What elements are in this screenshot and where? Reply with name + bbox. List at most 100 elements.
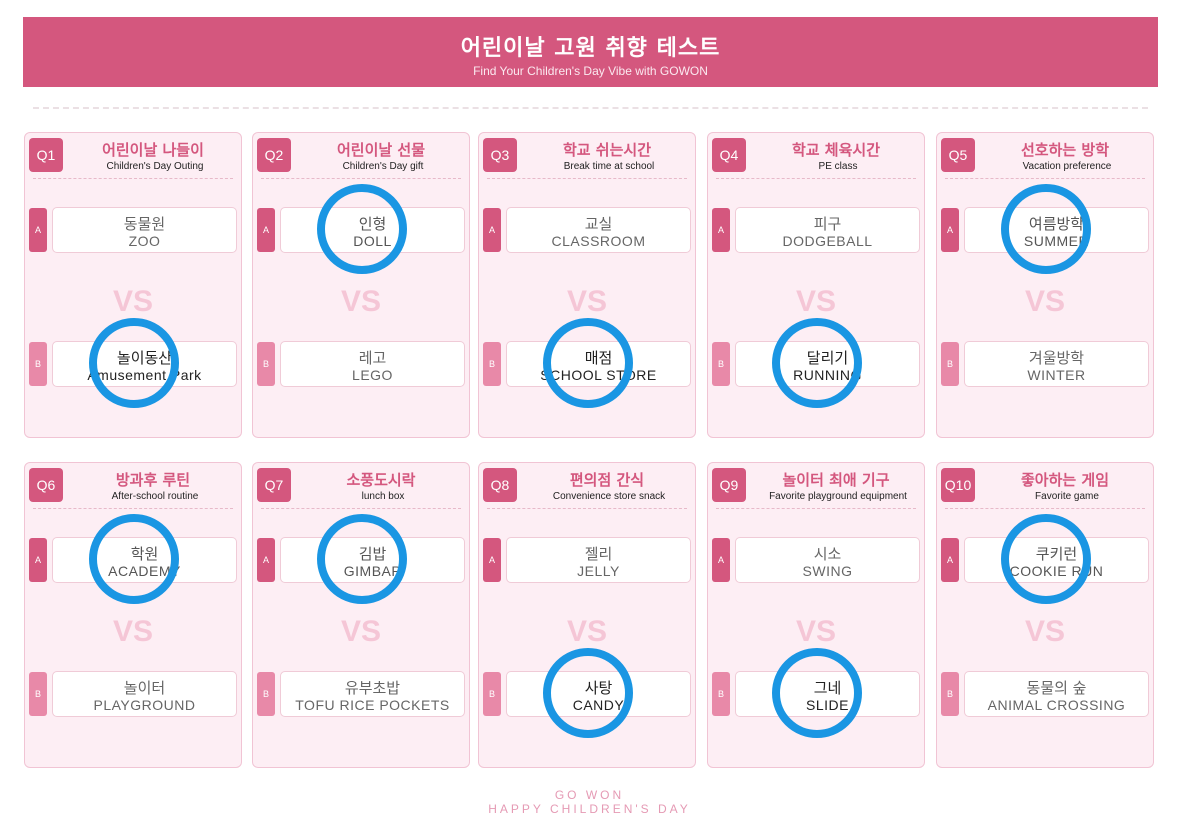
question-subtitle: After-school routine xyxy=(111,491,199,502)
question-subtitle: Vacation preference xyxy=(1022,161,1112,172)
footer-greeting: HAPPY CHILDREN'S DAY xyxy=(488,802,691,816)
option-a-button[interactable]: 시소 SWING xyxy=(735,537,920,583)
question-title: 방과후 루틴 xyxy=(115,471,191,489)
option-b-tab: B xyxy=(941,672,959,716)
option-b-tab: B xyxy=(257,672,275,716)
question-title: 어린이날 나들이 xyxy=(102,141,204,159)
option-a-tab: A xyxy=(712,538,730,582)
question-title: 선호하는 방학 xyxy=(1020,141,1110,159)
option-a-tab: A xyxy=(483,208,501,252)
question-card: Q9 놀이터 최애 기구 Favorite playground equipment… xyxy=(707,462,925,768)
vs-label: VS xyxy=(1024,615,1066,648)
option-a-english: ZOO xyxy=(128,233,161,249)
option-a-button[interactable]: 교실 CLASSROOM xyxy=(506,207,691,253)
option-b-button[interactable]: 레고 LEGO xyxy=(280,341,465,387)
question-title: 좋아하는 게임 xyxy=(1020,471,1110,489)
question-number: Q2 xyxy=(257,138,291,172)
option-a-tab: A xyxy=(29,208,47,252)
option-b-tab: B xyxy=(483,672,501,716)
question-subtitle: Break time at school xyxy=(563,161,655,172)
option-b-tab: B xyxy=(712,672,730,716)
question-number: Q8 xyxy=(483,468,517,502)
selection-circle xyxy=(1001,184,1091,274)
option-b-english: ANIMAL CROSSING xyxy=(987,697,1126,713)
card-divider xyxy=(716,508,916,509)
question-number: Q7 xyxy=(257,468,291,502)
question-subtitle: Children's Day gift xyxy=(342,161,424,172)
option-a-tab: A xyxy=(257,538,275,582)
card-divider xyxy=(487,178,687,179)
option-b-button[interactable]: 겨울방학 WINTER xyxy=(964,341,1149,387)
question-title: 어린이날 선물 xyxy=(336,141,426,159)
selection-circle xyxy=(543,648,633,738)
question-card: Q6 방과후 루틴 After-school routine A B VS 학원 ACADEM… xyxy=(24,462,242,768)
card-divider xyxy=(716,178,916,179)
vs-label: VS xyxy=(112,615,154,648)
card-divider xyxy=(945,178,1145,179)
selection-circle xyxy=(772,648,862,738)
question-card: Q3 학교 쉬는시간 Break time at school A B VS 교실 CLASS… xyxy=(478,132,696,438)
option-a-korean: 동물원 xyxy=(123,215,166,233)
selection-circle xyxy=(317,184,407,274)
option-a-english: SWING xyxy=(802,563,853,579)
option-a-english: JELLY xyxy=(577,563,620,579)
vs-label: VS xyxy=(112,285,154,318)
question-number: Q4 xyxy=(712,138,746,172)
selection-circle xyxy=(1001,514,1091,604)
card-divider xyxy=(33,508,233,509)
selection-circle xyxy=(317,514,407,604)
question-card: Q5 선호하는 방학 Vacation preference A B VS 여름방학 SUMM… xyxy=(936,132,1154,438)
option-b-button[interactable]: 유부초밥 TOFU RICE POCKETS xyxy=(280,671,465,717)
question-subtitle: PE class xyxy=(818,161,858,172)
option-b-button[interactable]: 놀이터 PLAYGROUND xyxy=(52,671,237,717)
question-number: Q9 xyxy=(712,468,746,502)
question-title: 학교 체육시간 xyxy=(791,141,881,159)
option-a-tab: A xyxy=(941,208,959,252)
question-title: 소풍도시락 xyxy=(346,471,416,489)
question-subtitle: lunch box xyxy=(361,491,405,502)
vs-label: VS xyxy=(566,615,608,648)
option-b-korean: 놀이터 xyxy=(123,679,166,697)
question-title: 놀이터 최애 기구 xyxy=(782,471,890,489)
option-b-tab: B xyxy=(29,672,47,716)
option-a-korean: 피구 xyxy=(813,215,842,233)
header-banner: 어린이날 고원 취향 테스트 Find Your Children's Day … xyxy=(23,17,1158,87)
vs-label: VS xyxy=(795,285,837,318)
option-b-korean: 동물의 숲 xyxy=(1026,679,1087,697)
option-a-tab: A xyxy=(941,538,959,582)
option-b-button[interactable]: 동물의 숲 ANIMAL CROSSING xyxy=(964,671,1149,717)
card-divider xyxy=(945,508,1145,509)
option-a-tab: A xyxy=(29,538,47,582)
page-title: 어린이날 고원 취향 테스트 xyxy=(460,36,721,61)
selection-circle xyxy=(772,318,862,408)
option-a-tab: A xyxy=(712,208,730,252)
question-number: Q5 xyxy=(941,138,975,172)
option-a-button[interactable]: 피구 DODGEBALL xyxy=(735,207,920,253)
option-a-button[interactable]: 동물원 ZOO xyxy=(52,207,237,253)
question-number: Q1 xyxy=(29,138,63,172)
vs-label: VS xyxy=(1024,285,1066,318)
question-card: Q1 어린이날 나들이 Children's Day Outing A B VS 동물원 ZO… xyxy=(24,132,242,438)
question-subtitle: Favorite playground equipment xyxy=(769,491,907,502)
option-b-tab: B xyxy=(483,342,501,386)
question-title: 편의점 간식 xyxy=(569,471,645,489)
question-subtitle: Children's Day Outing xyxy=(106,161,204,172)
option-b-english: LEGO xyxy=(352,367,393,383)
option-b-korean: 유부초밥 xyxy=(344,679,401,697)
card-divider xyxy=(261,178,461,179)
option-b-english: WINTER xyxy=(1027,367,1086,383)
selection-circle xyxy=(89,318,179,408)
option-a-korean: 젤리 xyxy=(584,545,613,563)
vs-label: VS xyxy=(795,615,837,648)
option-b-korean: 겨울방학 xyxy=(1028,349,1085,367)
option-a-button[interactable]: 젤리 JELLY xyxy=(506,537,691,583)
option-b-tab: B xyxy=(712,342,730,386)
question-number: Q10 xyxy=(941,468,975,502)
card-divider xyxy=(261,508,461,509)
selection-circle xyxy=(89,514,179,604)
footer-artist: GO WON xyxy=(554,788,625,802)
question-card: Q7 소풍도시락 lunch box A B VS 김밥 GIMBAP 유부초밥 TOFU RIC… xyxy=(252,462,470,768)
vs-label: VS xyxy=(340,285,382,318)
option-b-korean: 레고 xyxy=(358,349,387,367)
question-subtitle: Favorite game xyxy=(1035,491,1099,502)
